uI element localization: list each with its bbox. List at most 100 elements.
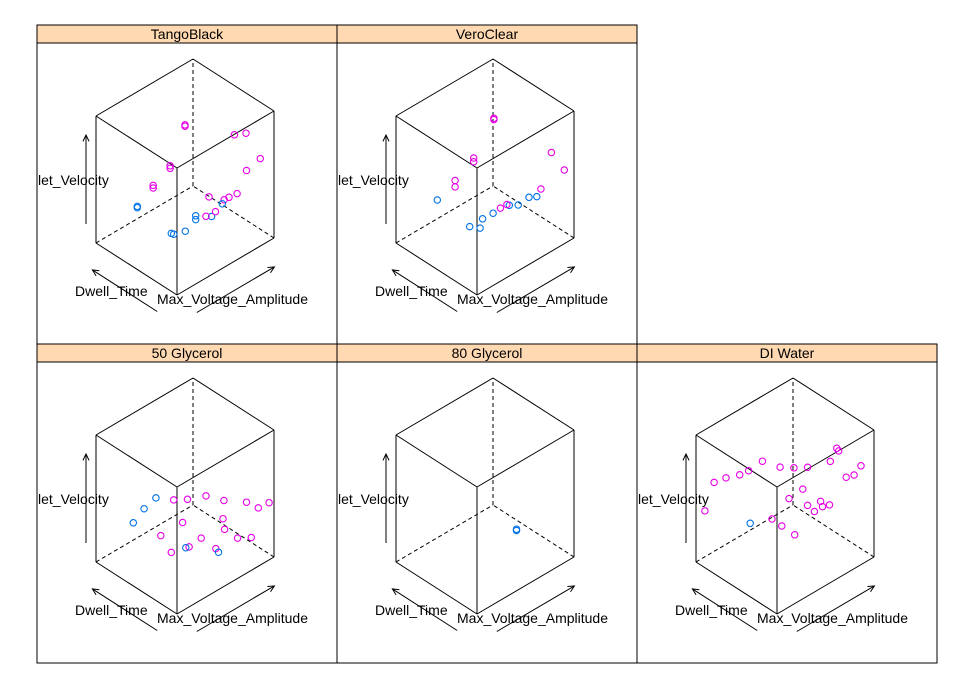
data-point bbox=[744, 466, 753, 475]
data-point bbox=[152, 494, 160, 502]
z-axis-label: let_Velocity bbox=[638, 491, 709, 507]
data-point bbox=[205, 193, 213, 201]
data-point bbox=[233, 534, 242, 542]
data-point bbox=[451, 176, 459, 185]
cube-hidden-edge bbox=[395, 185, 494, 244]
data-point bbox=[810, 507, 819, 516]
data-point bbox=[842, 473, 850, 481]
data-point bbox=[220, 525, 229, 534]
z-axis-arrow-head bbox=[382, 133, 390, 142]
x-axis-label: Max_Voltage_Amplitude bbox=[457, 291, 608, 307]
z-axis-arrow-head bbox=[382, 452, 390, 461]
y-axis-arrow bbox=[92, 588, 158, 631]
cube-hidden-edge bbox=[492, 185, 575, 239]
z-axis-arrow-head bbox=[82, 452, 90, 461]
panel-tangoblack: TangoBlack Max_Voltage_Amplitude Dwell_Tim… bbox=[36, 24, 338, 345]
cube-edge bbox=[695, 377, 794, 436]
data-point bbox=[433, 196, 442, 204]
cube-hidden-edge bbox=[192, 504, 275, 558]
data-point bbox=[140, 504, 148, 513]
cube-hidden-edge bbox=[695, 504, 794, 563]
data-point bbox=[220, 496, 228, 505]
data-point bbox=[465, 222, 474, 231]
data-point bbox=[265, 498, 273, 507]
data-point bbox=[185, 543, 193, 551]
data-point bbox=[256, 154, 265, 163]
data-point bbox=[451, 183, 459, 191]
cube-edge bbox=[95, 58, 194, 117]
cube-edge bbox=[395, 377, 494, 436]
y-axis-label: Dwell_Time bbox=[675, 602, 748, 618]
data-point bbox=[469, 154, 478, 162]
data-point bbox=[242, 129, 250, 137]
data-point bbox=[169, 496, 178, 504]
data-point bbox=[803, 501, 812, 510]
data-point bbox=[242, 166, 251, 175]
cube-edge bbox=[95, 561, 178, 615]
cube-edge bbox=[492, 377, 575, 431]
data-point bbox=[512, 525, 521, 533]
cube-edge bbox=[395, 242, 478, 296]
data-point bbox=[254, 504, 263, 512]
z-axis-arrow-head bbox=[82, 133, 90, 142]
cube-edge bbox=[95, 242, 178, 296]
cube-edge bbox=[176, 110, 275, 169]
cube-edge bbox=[476, 110, 575, 169]
cube-edge bbox=[95, 115, 178, 169]
data-point bbox=[166, 162, 174, 170]
panel-plot-area: Max_Voltage_Amplitude Dwell_Time let_Veloc… bbox=[338, 377, 608, 632]
y-axis-arrow bbox=[692, 588, 758, 631]
x-axis-arrow-head bbox=[567, 266, 576, 273]
data-point bbox=[710, 478, 718, 487]
z-axis-label: let_Velocity bbox=[38, 172, 109, 188]
data-point bbox=[514, 201, 522, 209]
panel-80-glycerol: 80 Glycerol Max_Voltage_Amplitude Dwell_Ti… bbox=[336, 343, 638, 664]
strip-label: 50 Glycerol bbox=[152, 345, 223, 361]
data-point bbox=[785, 494, 793, 503]
data-point bbox=[167, 229, 176, 238]
x-axis-label: Max_Voltage_Amplitude bbox=[157, 610, 308, 626]
data-point bbox=[533, 192, 541, 201]
data-point bbox=[211, 207, 220, 216]
panel-50-glycerol: 50 Glycerol Max_Voltage_Amplitude Dwell_Ti… bbox=[36, 343, 338, 664]
data-point bbox=[202, 492, 210, 500]
data-point bbox=[478, 215, 487, 223]
y-axis-arrow bbox=[92, 269, 158, 312]
cube-edge bbox=[95, 434, 178, 488]
data-point bbox=[167, 548, 176, 557]
z-axis-label: let_Velocity bbox=[38, 491, 109, 507]
y-axis-label: Dwell_Time bbox=[375, 283, 448, 299]
x-axis-label: Max_Voltage_Amplitude bbox=[457, 610, 608, 626]
data-point bbox=[850, 471, 858, 479]
cube-edge bbox=[476, 429, 575, 488]
cube-edge bbox=[476, 237, 575, 296]
data-point bbox=[790, 531, 799, 539]
panel-di-water: DI Water Max_Voltage_Amplitude Dwell_Time l… bbox=[636, 343, 938, 664]
strip-label: TangoBlack bbox=[151, 26, 224, 42]
data-point bbox=[469, 158, 478, 166]
cube-edge bbox=[95, 377, 194, 436]
y-axis-label: Dwell_Time bbox=[75, 602, 148, 618]
data-point bbox=[181, 121, 189, 129]
cube-edge bbox=[176, 429, 275, 488]
data-point bbox=[183, 495, 192, 504]
data-point bbox=[202, 212, 210, 221]
z-axis-arrow-head bbox=[682, 452, 690, 461]
x-axis-arrow bbox=[496, 585, 575, 632]
y-axis-arrow bbox=[392, 269, 458, 312]
data-point bbox=[746, 519, 754, 528]
data-point bbox=[233, 189, 241, 198]
data-point bbox=[825, 501, 834, 509]
y-axis-arrow-head bbox=[391, 269, 400, 277]
cube-edge bbox=[395, 58, 494, 117]
data-point bbox=[133, 203, 142, 212]
cube-hidden-edge bbox=[492, 504, 575, 558]
cube-hidden-edge bbox=[792, 504, 875, 558]
data-point bbox=[503, 200, 511, 209]
data-point bbox=[157, 531, 165, 540]
cube-edge bbox=[695, 434, 778, 488]
x-axis-arrow bbox=[796, 585, 875, 632]
cube-hidden-edge bbox=[95, 185, 194, 244]
strip-label: VeroClear bbox=[456, 26, 519, 42]
